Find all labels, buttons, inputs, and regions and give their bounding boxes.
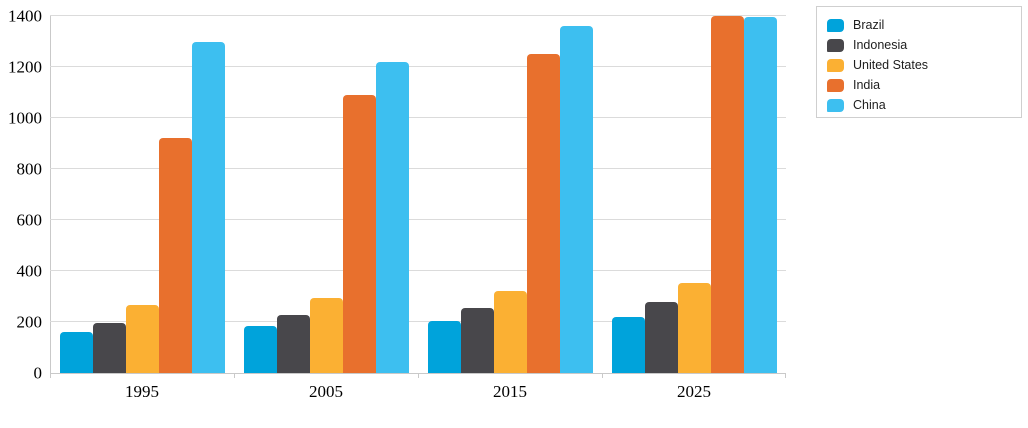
bar-india-2005 <box>342 95 376 373</box>
bar-group-1995 <box>50 16 234 373</box>
grid-line-200 <box>50 321 786 322</box>
bar-china-2015 <box>559 26 593 373</box>
legend-label-indonesia: Indonesia <box>853 37 908 52</box>
bar-united-states-2025 <box>677 283 711 373</box>
bar-india-2015 <box>526 54 560 373</box>
legend-item-china: China <box>827 95 1021 115</box>
x-category-label-2015: 2015 <box>493 382 527 401</box>
plot-area <box>50 15 786 378</box>
y-axis: 0 200 400 600 800 1000 1200 1400 <box>0 8 43 382</box>
x-axis-tick <box>785 373 786 378</box>
bar-brazil-2015 <box>427 320 461 373</box>
legend: Brazil Indonesia United States India China <box>816 6 1022 118</box>
bar-india-2025 <box>710 16 744 373</box>
bar-united-states-2005 <box>309 297 343 373</box>
legend-item-india: India <box>827 75 1021 95</box>
legend-item-indonesia: Indonesia <box>827 35 1021 55</box>
bar-united-states-2015 <box>493 291 527 373</box>
grid-line-1200 <box>50 66 786 67</box>
x-axis-tick <box>418 373 419 378</box>
legend-label-brazil: Brazil <box>853 17 885 32</box>
legend-swatch-united-states <box>827 58 844 72</box>
legend-swatch-indonesia <box>827 38 844 52</box>
bar-group-2015 <box>418 16 602 373</box>
bar-indonesia-2015 <box>460 307 494 373</box>
y-axis-line <box>50 16 51 373</box>
bar-united-states-1995 <box>125 304 159 373</box>
grid-line-1000 <box>50 117 786 118</box>
legend-label-china: China <box>853 97 886 112</box>
bar-brazil-2025 <box>611 317 645 373</box>
x-axis-tick <box>234 373 235 378</box>
bar-india-1995 <box>158 138 192 373</box>
grid-line-1400 <box>50 15 786 16</box>
y-tick-label-0: 0 <box>33 363 43 383</box>
bar-group-2005 <box>234 16 418 373</box>
y-tick-label-400: 400 <box>16 261 43 281</box>
legend-label-united-states: United States <box>853 57 929 72</box>
bar-brazil-2005 <box>243 325 277 373</box>
bar-indonesia-2025 <box>644 302 678 373</box>
x-axis-tick <box>602 373 603 378</box>
bar-brazil-1995 <box>59 332 93 373</box>
bar-china-1995 <box>191 41 225 373</box>
bar-china-2005 <box>375 61 409 373</box>
y-tick-label-600: 600 <box>16 210 43 230</box>
legend-swatch-china <box>827 98 844 112</box>
x-category-label-2005: 2005 <box>309 382 343 401</box>
bar-indonesia-2005 <box>276 314 310 373</box>
plot-groups <box>50 16 786 373</box>
legend-item-brazil: Brazil <box>827 15 1021 35</box>
y-tick-label-1000: 1000 <box>8 108 42 128</box>
x-category-label-1995: 1995 <box>125 382 159 401</box>
x-category-label-2025: 2025 <box>677 382 711 401</box>
grid-line-400 <box>50 270 786 271</box>
legend-swatch-brazil <box>827 18 844 32</box>
x-axis: 1995 2005 2015 2025 <box>50 382 786 402</box>
grid-line-600 <box>50 219 786 220</box>
legend-item-united-states: United States <box>827 55 1021 75</box>
bar-indonesia-1995 <box>92 322 126 373</box>
bar-group-2025 <box>602 16 786 373</box>
y-tick-label-800: 800 <box>16 159 43 179</box>
legend-swatch-india <box>827 78 844 92</box>
grid-line-800 <box>50 168 786 169</box>
y-tick-label-1400: 1400 <box>8 6 42 26</box>
legend-label-india: India <box>853 77 881 92</box>
x-axis-tick <box>50 373 51 378</box>
y-tick-label-1200: 1200 <box>8 57 42 77</box>
y-tick-label-200: 200 <box>16 312 43 332</box>
bar-china-2025 <box>743 17 777 373</box>
